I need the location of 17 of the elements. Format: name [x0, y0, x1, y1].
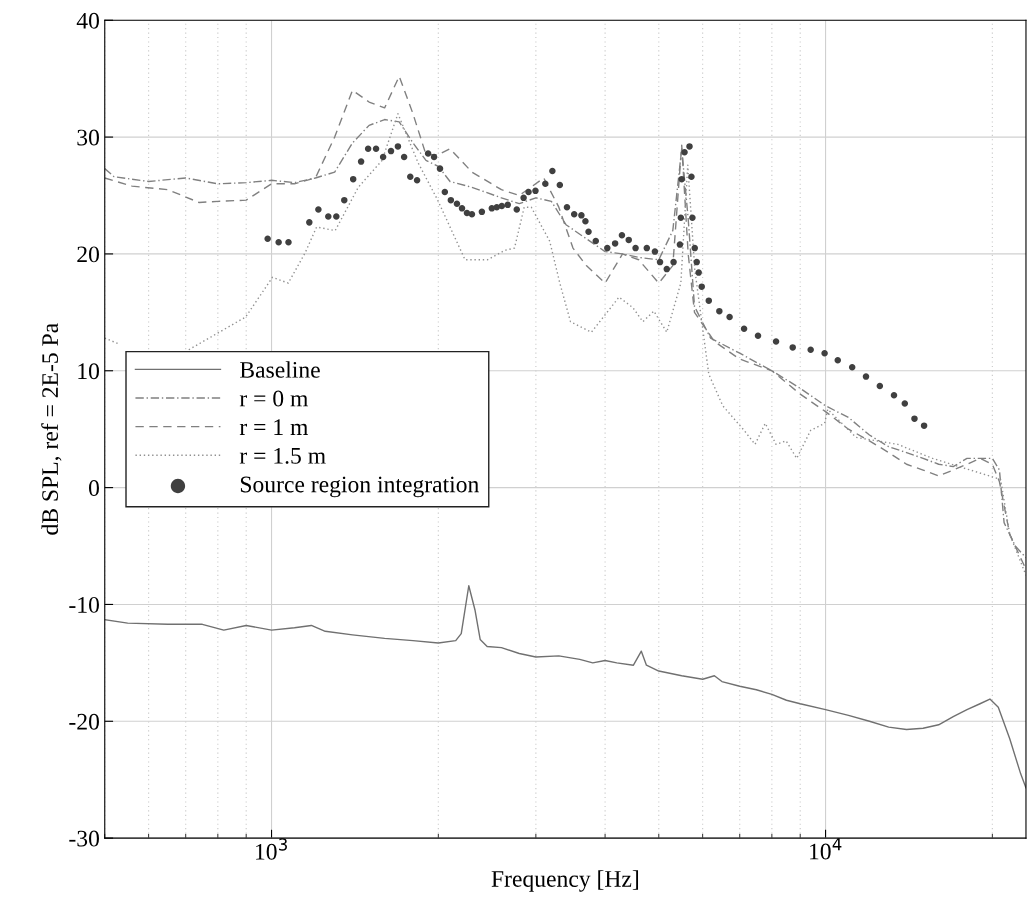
- legend-label: r = 1.5 m: [239, 447, 326, 464]
- legend-label: r = 0 m: [239, 390, 309, 407]
- y-tick-label: 20: [77, 246, 99, 263]
- x-axis-title: Frequency [Hz]: [491, 870, 639, 892]
- y-tick-label: 30: [77, 129, 99, 146]
- legend-label: Source region integration: [240, 476, 479, 498]
- y-axis-title: dB SPL, ref = 2E-5 Pa: [41, 323, 62, 535]
- y-tick-label: -10: [69, 596, 99, 613]
- y-tick-label: 40: [76, 12, 99, 29]
- x-tick-label: 10$^{3}$: [256, 838, 287, 860]
- y-tick-label: -30: [69, 830, 99, 847]
- x-tick-label: 10$^{4}$: [810, 838, 842, 860]
- legend-label: Baseline: [240, 361, 320, 378]
- y-tick-label: 10: [78, 363, 99, 380]
- legend-label: r = 1 m: [239, 419, 309, 435]
- y-tick-label: -20: [69, 713, 99, 730]
- y-tick-label: 0: [88, 480, 99, 497]
